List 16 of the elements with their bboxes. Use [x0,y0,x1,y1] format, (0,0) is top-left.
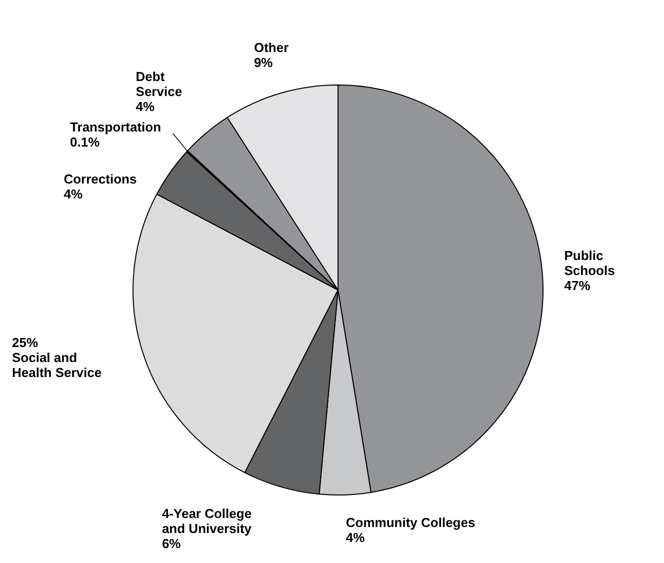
slice-label: Corrections [64,171,137,186]
data-label: 47% [564,278,591,294]
data-label: 4% [346,530,366,545]
data-label: 0.1% [70,134,100,150]
slice-label: Social and Health Service [12,350,102,380]
slice-label: Transportation [70,119,162,134]
data-label: 25% [12,334,38,350]
data-label: 4% [136,99,156,114]
slice-label: Debt Service [136,69,182,100]
data-label: 4% [64,186,83,202]
data-label: 9% [254,55,274,70]
slice-label: Other [254,40,289,56]
data-label: 6% [162,536,182,552]
slice-label: Community Colleges [346,514,476,530]
slice-label: 4-Year College and University [162,506,252,536]
slice-label: Public Schools [564,248,615,278]
